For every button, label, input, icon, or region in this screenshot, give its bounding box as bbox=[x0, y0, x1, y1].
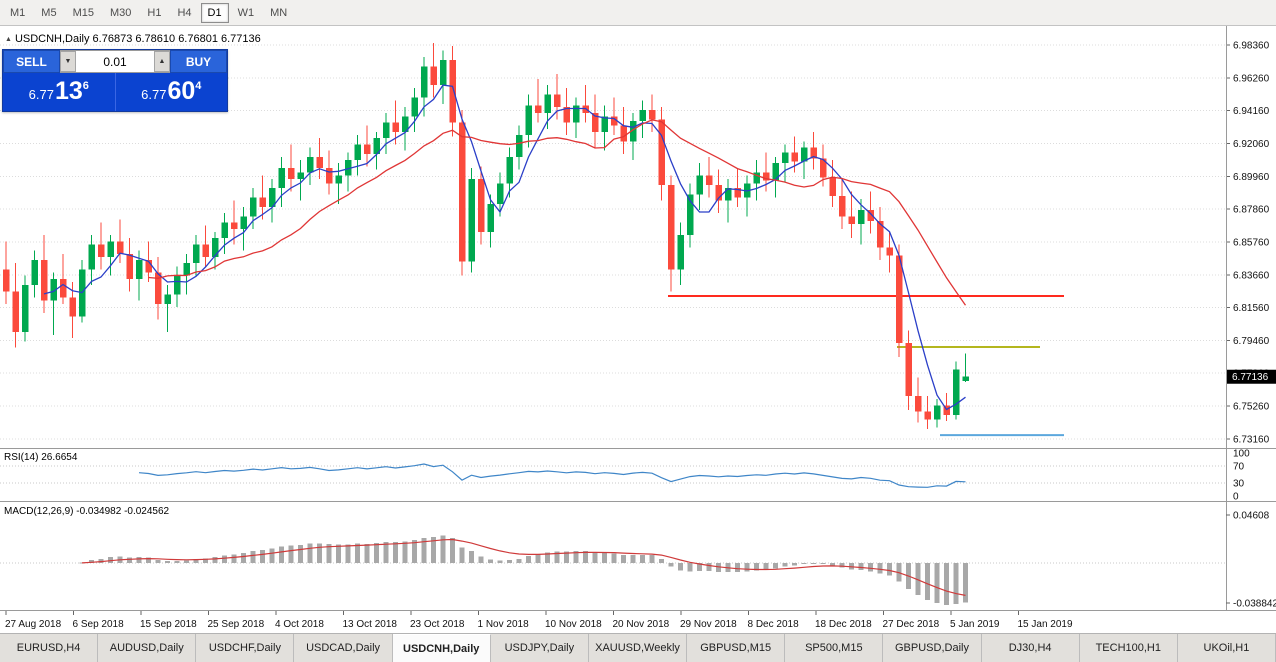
tab-usdcad-daily[interactable]: USDCAD,Daily bbox=[294, 634, 393, 662]
tab-sp500-m15[interactable]: SP500,M15 bbox=[785, 634, 884, 662]
svg-text:27 Aug 2018: 27 Aug 2018 bbox=[5, 619, 62, 630]
svg-text:23 Oct 2018: 23 Oct 2018 bbox=[410, 619, 465, 630]
bid-prefix: 6.77 bbox=[28, 87, 54, 102]
bid-big-digits: 13 bbox=[54, 77, 83, 105]
chart-window[interactable]: 6.98360 6.96260 6.94160 6.92060 6.89960 6.878… bbox=[0, 26, 1276, 633]
svg-text:13 Oct 2018: 13 Oct 2018 bbox=[343, 619, 398, 630]
ask-pipette: 4 bbox=[195, 80, 202, 92]
macd-label: MACD(12,26,9) -0.034982 -0.024562 bbox=[4, 506, 170, 517]
svg-text:6.77136: 6.77136 bbox=[1232, 372, 1269, 383]
tab-audusd-daily[interactable]: AUDUSD,Daily bbox=[98, 634, 197, 662]
tab-dj30-h4[interactable]: DJ30,H4 bbox=[981, 634, 1080, 662]
svg-text:8 Dec 2018: 8 Dec 2018 bbox=[748, 619, 800, 630]
timeframe-button-m30[interactable]: M30 bbox=[103, 3, 138, 23]
svg-text:5 Jan 2019: 5 Jan 2019 bbox=[950, 619, 1000, 630]
svg-text:30: 30 bbox=[1233, 479, 1245, 490]
volume-down-button[interactable]: ▼ bbox=[60, 51, 76, 72]
svg-text:6.83660: 6.83660 bbox=[1233, 270, 1270, 281]
svg-text:27 Dec 2018: 27 Dec 2018 bbox=[883, 619, 940, 630]
volume-control: ▼ ▲ bbox=[60, 50, 170, 73]
timeframe-button-m5[interactable]: M5 bbox=[34, 3, 63, 23]
ask-price-display[interactable]: 6.77 60 4 bbox=[116, 73, 228, 111]
timeframe-toolbar: M1 M5 M15 M30 H1 H4 D1 W1 MN bbox=[0, 0, 1276, 26]
svg-text:70: 70 bbox=[1233, 461, 1245, 472]
svg-text:18 Dec 2018: 18 Dec 2018 bbox=[815, 619, 872, 630]
ma-fast-line bbox=[43, 84, 966, 411]
timeframe-button-m15[interactable]: M15 bbox=[66, 3, 101, 23]
timeframe-button-mn[interactable]: MN bbox=[263, 3, 294, 23]
svg-text:20 Nov 2018: 20 Nov 2018 bbox=[613, 619, 670, 630]
svg-text:6.73160: 6.73160 bbox=[1233, 434, 1270, 445]
svg-text:6.98360: 6.98360 bbox=[1233, 41, 1270, 52]
rsi-panel[interactable]: RSI(14) 26.6654 bbox=[4, 452, 966, 488]
svg-text:1 Nov 2018: 1 Nov 2018 bbox=[478, 619, 530, 630]
ask-big-digits: 60 bbox=[167, 77, 196, 105]
tab-usdcnh-daily[interactable]: USDCNH,Daily bbox=[392, 634, 491, 662]
svg-text:0: 0 bbox=[1233, 492, 1239, 503]
svg-text:6.94160: 6.94160 bbox=[1233, 106, 1270, 117]
chart-canvas[interactable]: 6.98360 6.96260 6.94160 6.92060 6.89960 6.878… bbox=[0, 26, 1276, 633]
svg-text:6.92060: 6.92060 bbox=[1233, 139, 1270, 150]
svg-text:6.87860: 6.87860 bbox=[1233, 205, 1270, 216]
ask-prefix: 6.77 bbox=[141, 87, 167, 102]
svg-text:-0.038842: -0.038842 bbox=[1233, 599, 1276, 610]
svg-text:29 Nov 2018: 29 Nov 2018 bbox=[680, 619, 737, 630]
bid-pipette: 6 bbox=[82, 80, 89, 92]
tab-eurusd-h4[interactable]: EURUSD,H4 bbox=[0, 634, 99, 662]
svg-text:25 Sep 2018: 25 Sep 2018 bbox=[208, 619, 265, 630]
macd-panel[interactable] bbox=[79, 535, 969, 605]
svg-text:15 Jan 2019: 15 Jan 2019 bbox=[1018, 619, 1073, 630]
volume-input[interactable] bbox=[76, 51, 154, 72]
tab-ukoil-h1[interactable]: UKOil,H1 bbox=[1177, 634, 1276, 662]
time-scale[interactable]: 27 Aug 2018 6 Sep 2018 15 Sep 2018 25 Sep 2… bbox=[5, 611, 1073, 630]
current-price-badge: 6.77136 bbox=[1226, 369, 1276, 384]
svg-text:6 Sep 2018: 6 Sep 2018 bbox=[73, 619, 125, 630]
macd-signal-line bbox=[81, 538, 966, 596]
ma-slow-line bbox=[148, 119, 967, 306]
svg-text:6.75260: 6.75260 bbox=[1233, 402, 1270, 413]
svg-text:6.85760: 6.85760 bbox=[1233, 237, 1270, 248]
sell-button[interactable]: SELL bbox=[3, 50, 60, 73]
rsi-label: RSI(14) 26.6654 bbox=[4, 452, 78, 463]
bid-price-display[interactable]: 6.77 13 6 bbox=[3, 73, 116, 111]
main-chart-layer[interactable] bbox=[3, 42, 1064, 437]
timeframe-button-w1[interactable]: W1 bbox=[231, 3, 262, 23]
timeframe-button-m1[interactable]: M1 bbox=[3, 3, 32, 23]
buy-button[interactable]: BUY bbox=[170, 50, 227, 73]
candles-layer bbox=[3, 42, 969, 429]
tab-tech100-h1[interactable]: TECH100,H1 bbox=[1079, 634, 1178, 662]
svg-text:6.89960: 6.89960 bbox=[1233, 172, 1270, 183]
volume-up-button[interactable]: ▲ bbox=[154, 51, 170, 72]
chart-marker-icon: ▲ bbox=[5, 36, 12, 43]
tab-xauusd-weekly[interactable]: XAUUSD,Weekly bbox=[588, 634, 688, 662]
timeframe-button-d1[interactable]: D1 bbox=[200, 2, 229, 23]
symbol-info: ▲ USDCNH,Daily 6.76873 6.78610 6.76801 6.… bbox=[5, 33, 261, 45]
tab-usdchf-daily[interactable]: USDCHF,Daily bbox=[196, 634, 295, 662]
svg-text:100: 100 bbox=[1233, 449, 1250, 460]
rsi-line bbox=[138, 463, 966, 488]
svg-text:6.79460: 6.79460 bbox=[1233, 336, 1270, 347]
svg-text:4 Oct 2018: 4 Oct 2018 bbox=[275, 619, 324, 630]
timeframe-button-h1[interactable]: H1 bbox=[140, 3, 168, 23]
tab-gbpusd-m15[interactable]: GBPUSD,M15 bbox=[687, 634, 786, 662]
svg-text:6.96260: 6.96260 bbox=[1233, 73, 1270, 84]
svg-text:0.04608: 0.04608 bbox=[1233, 511, 1270, 522]
chart-tab-bar: EURUSD,H4 AUDUSD,Daily USDCHF,Daily USDCAD,… bbox=[0, 633, 1276, 662]
svg-text:15 Sep 2018: 15 Sep 2018 bbox=[140, 619, 197, 630]
symbol-ohlc-text: USDCNH,Daily 6.76873 6.78610 6.76801 6.7… bbox=[14, 33, 261, 45]
tab-usdjpy-daily[interactable]: USDJPY,Daily bbox=[490, 634, 589, 662]
timeframe-button-h4[interactable]: H4 bbox=[170, 3, 198, 23]
tab-gbpusd-daily[interactable]: GBPUSD,Daily bbox=[883, 634, 982, 662]
svg-text:10 Nov 2018: 10 Nov 2018 bbox=[545, 619, 602, 630]
svg-text:6.81560: 6.81560 bbox=[1233, 303, 1270, 314]
